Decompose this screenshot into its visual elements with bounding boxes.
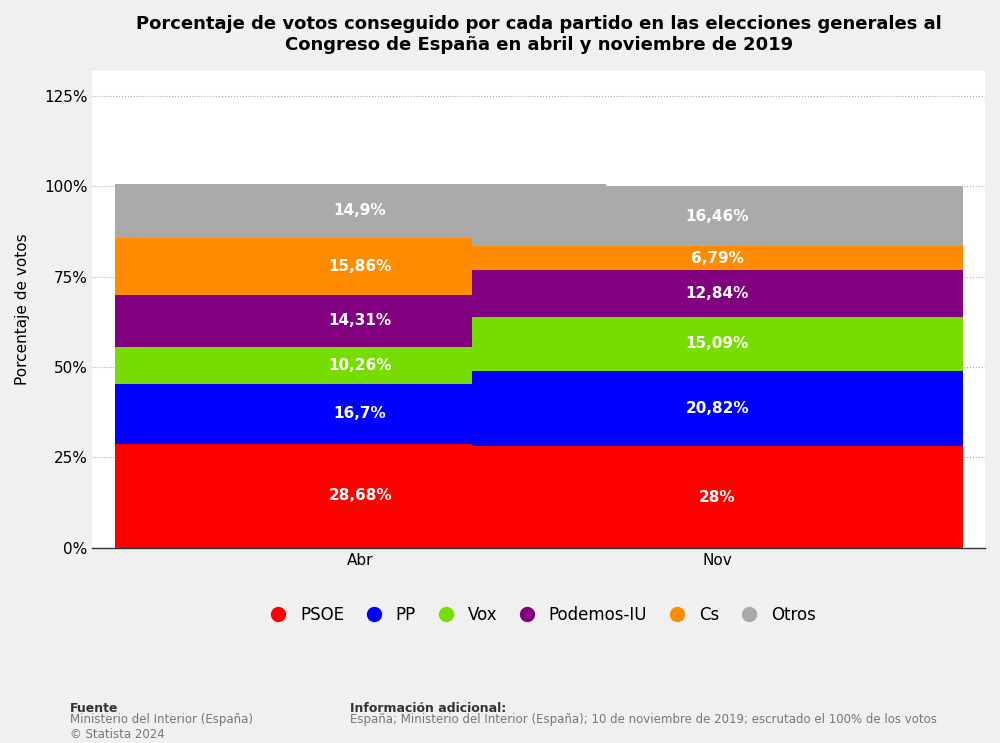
Bar (472, 372, 963, 447)
Text: 20,82%: 20,82% (685, 401, 749, 416)
Bar (472, 270, 963, 317)
Text: Ministerio del Interior (España)
© Statista 2024: Ministerio del Interior (España) © Stati… (70, 713, 253, 742)
Bar (472, 246, 963, 270)
Bar (115, 238, 606, 295)
Text: 6,79%: 6,79% (691, 250, 744, 265)
Title: Porcentaje de votos conseguido por cada partido en las elecciones generales al
C: Porcentaje de votos conseguido por cada … (136, 15, 942, 53)
Text: 14,31%: 14,31% (329, 314, 392, 328)
Bar (115, 383, 606, 444)
Text: 28%: 28% (699, 490, 735, 504)
Bar (472, 186, 963, 246)
Y-axis label: Porcentaje de votos: Porcentaje de votos (15, 233, 30, 385)
Text: 15,86%: 15,86% (328, 259, 392, 273)
Text: 28,68%: 28,68% (328, 488, 392, 503)
Text: 15,09%: 15,09% (686, 337, 749, 351)
Bar (115, 444, 606, 548)
Text: 16,46%: 16,46% (685, 209, 749, 224)
Bar (115, 184, 606, 238)
Text: Fuente: Fuente (70, 702, 119, 715)
Text: 14,9%: 14,9% (334, 203, 386, 218)
Text: España; Ministerio del Interior (España); 10 de noviembre de 2019; escrutado el : España; Ministerio del Interior (España)… (350, 713, 937, 726)
Text: 16,7%: 16,7% (334, 406, 386, 421)
Bar (472, 317, 963, 372)
Text: 10,26%: 10,26% (328, 357, 392, 373)
Bar (472, 447, 963, 548)
Bar (115, 295, 606, 346)
Text: Información adicional:: Información adicional: (350, 702, 506, 715)
Text: 12,84%: 12,84% (685, 286, 749, 301)
Legend: PSOE, PP, Vox, Podemos-IU, Cs, Otros: PSOE, PP, Vox, Podemos-IU, Cs, Otros (255, 599, 822, 630)
Bar (115, 346, 606, 383)
